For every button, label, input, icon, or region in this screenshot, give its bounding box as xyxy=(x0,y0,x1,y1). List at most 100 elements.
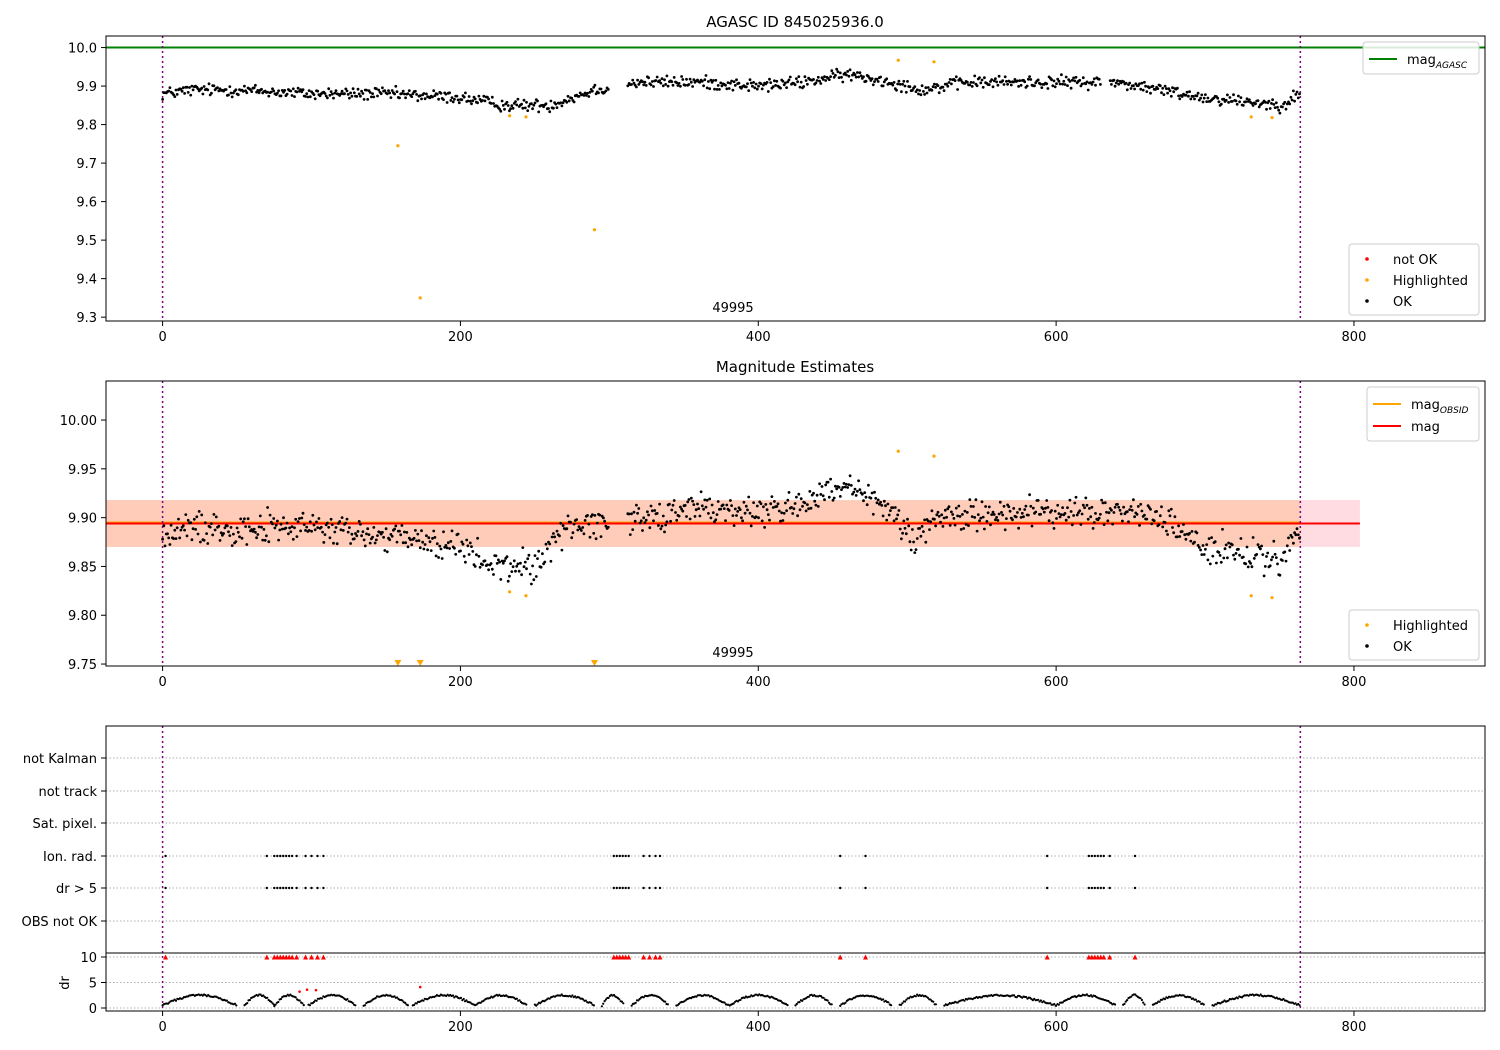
x-tick-label: 0 xyxy=(158,330,166,345)
ok-point xyxy=(438,544,442,548)
ok-point xyxy=(744,504,748,508)
ok-point xyxy=(205,532,209,535)
ok-point xyxy=(425,534,428,538)
ok-point xyxy=(846,486,850,489)
ok-point xyxy=(506,104,510,107)
ok-point xyxy=(703,78,707,82)
ok-point xyxy=(1154,88,1157,91)
ok-point xyxy=(724,83,727,87)
ok-point xyxy=(812,491,815,495)
x-tick-label: 800 xyxy=(1342,1020,1367,1035)
ok-point xyxy=(399,533,403,537)
ok-point xyxy=(210,91,213,95)
ok-point xyxy=(732,80,736,84)
ok-point xyxy=(508,574,511,578)
highlighted-point xyxy=(507,114,512,118)
ok-point xyxy=(377,88,381,92)
dr-point xyxy=(1212,1004,1215,1007)
dr-point xyxy=(1049,1002,1052,1005)
ok-point xyxy=(748,511,752,515)
ok-point xyxy=(915,88,919,92)
ok-point xyxy=(412,536,416,540)
ok-point xyxy=(489,562,493,565)
ok-point xyxy=(339,92,343,96)
ok-point xyxy=(460,540,464,544)
ok-point xyxy=(709,78,713,82)
ok-point xyxy=(649,83,653,87)
legend-frame xyxy=(1366,386,1480,442)
ok-point xyxy=(305,525,309,529)
ok-point xyxy=(332,541,335,545)
ok-point xyxy=(639,519,643,523)
ok-point xyxy=(934,86,937,89)
dr-point xyxy=(422,999,425,1002)
ok-point xyxy=(754,82,758,86)
ok-point xyxy=(902,79,906,83)
ok-point xyxy=(583,91,587,95)
ok-point xyxy=(796,514,799,518)
ok-point xyxy=(1103,501,1107,505)
flag-point xyxy=(164,854,167,858)
ok-point xyxy=(407,89,411,92)
ok-point xyxy=(658,502,661,506)
flag-point xyxy=(287,886,291,890)
flag-point xyxy=(1090,886,1094,890)
ok-point xyxy=(1272,103,1276,106)
ok-point xyxy=(229,526,233,529)
ok-point xyxy=(1218,554,1222,557)
ok-point xyxy=(404,96,407,100)
ok-point xyxy=(499,578,503,581)
ok-point xyxy=(227,530,230,534)
ok-point xyxy=(953,523,957,527)
ok-point xyxy=(1222,97,1226,101)
ok-point xyxy=(1219,102,1223,106)
flag-point xyxy=(304,854,307,858)
ok-point xyxy=(804,509,808,513)
highlighted-point xyxy=(592,228,597,232)
ok-point xyxy=(174,537,178,540)
ok-point xyxy=(414,529,417,532)
ok-point xyxy=(981,85,985,89)
dr-red-point xyxy=(314,988,318,992)
dr-point xyxy=(934,1003,938,1006)
ok-point xyxy=(1272,539,1276,543)
ok-point xyxy=(417,539,421,542)
ok-point xyxy=(1172,90,1176,94)
ok-point xyxy=(1270,102,1273,105)
ok-point xyxy=(1057,79,1061,83)
ok-point xyxy=(420,529,423,533)
ok-point xyxy=(779,86,782,90)
ok-point xyxy=(352,537,356,541)
ok-point xyxy=(650,509,654,513)
ok-point xyxy=(1202,553,1206,556)
ok-point xyxy=(1166,533,1169,536)
ok-point xyxy=(401,89,405,93)
ok-point xyxy=(1200,93,1204,97)
ok-point xyxy=(1017,85,1020,88)
ok-point xyxy=(799,497,803,501)
y-tick-label: 9.95 xyxy=(68,463,97,478)
x-tick-label: 400 xyxy=(746,330,771,345)
ok-point xyxy=(704,74,708,77)
dr-point xyxy=(205,995,208,998)
dr-capped-marker xyxy=(289,954,295,960)
ok-point xyxy=(577,95,581,98)
ok-point xyxy=(1274,556,1278,559)
ok-point xyxy=(765,81,769,84)
ok-point xyxy=(796,80,799,84)
ok-point xyxy=(1152,519,1156,523)
dr-tick-label: 0 xyxy=(89,1002,97,1017)
ok-point xyxy=(435,92,439,96)
ok-point xyxy=(494,554,498,558)
ok-point xyxy=(1090,505,1094,509)
ok-point xyxy=(278,528,282,532)
ok-point xyxy=(238,535,241,539)
ok-point xyxy=(909,548,913,552)
ok-point xyxy=(692,503,696,506)
ok-point xyxy=(434,554,438,558)
ok-point xyxy=(498,107,501,111)
ok-point xyxy=(445,546,449,550)
ok-point xyxy=(593,514,597,517)
ok-point xyxy=(305,92,309,95)
ok-point xyxy=(815,79,819,82)
